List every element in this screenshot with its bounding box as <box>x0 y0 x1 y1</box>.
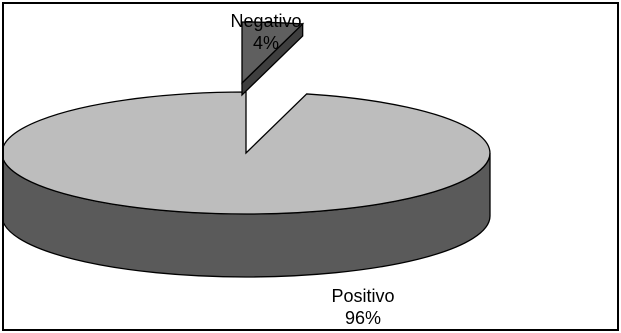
label-negativo-value: 4% <box>253 33 279 53</box>
label-negativo-group: Negativo 4% <box>230 11 301 53</box>
label-positivo-group: Positivo 96% <box>331 286 394 328</box>
label-positivo-value: 96% <box>345 308 381 328</box>
label-negativo: Negativo <box>230 11 301 31</box>
pie-group <box>4 21 491 278</box>
label-positivo: Positivo <box>331 286 394 306</box>
pie-chart: Negativo 4% Positivo 96% <box>4 11 491 328</box>
slice-positivo <box>4 91 491 215</box>
slice-negativo <box>241 21 305 85</box>
